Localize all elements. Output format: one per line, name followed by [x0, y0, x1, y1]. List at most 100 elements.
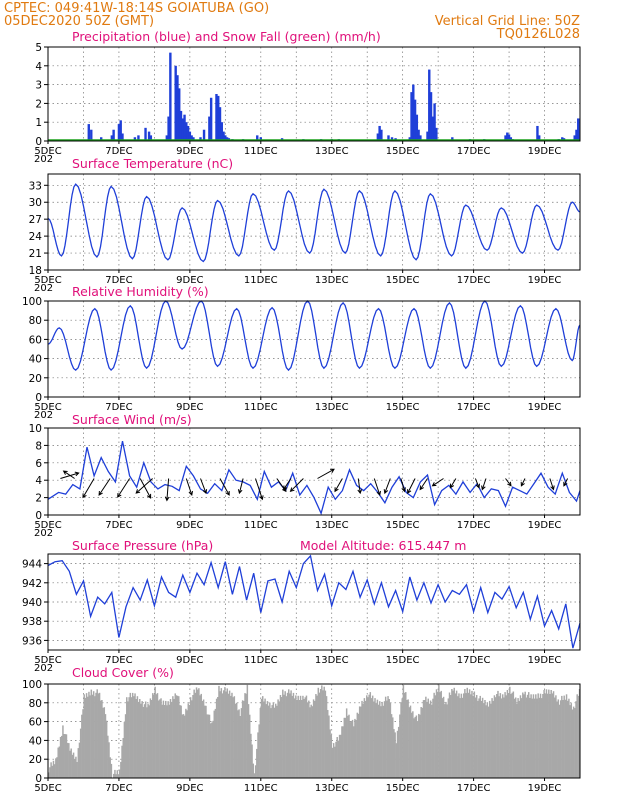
x-tick-label: 17DEC	[457, 783, 491, 794]
precip-bar	[408, 137, 411, 141]
cloud-bar	[51, 765, 54, 778]
cloud-bar	[221, 693, 224, 778]
cloud-bar	[403, 692, 406, 778]
cloud-bar	[127, 701, 129, 778]
grid-note: Vertical Grid Line: 50Z	[435, 14, 580, 29]
precip-bar	[112, 129, 115, 141]
cloud-bar	[217, 697, 219, 778]
cloud-bar	[70, 748, 72, 778]
x-tick-label: 9DEC	[176, 655, 203, 666]
cloud-bar	[387, 696, 389, 778]
cloud-bar	[76, 762, 78, 778]
precip-bar	[225, 137, 229, 141]
cloud-bar	[353, 726, 355, 778]
cloud-bar	[382, 705, 385, 778]
cloud-bar	[559, 700, 562, 778]
cloud-bar	[219, 691, 221, 778]
cloud-bar	[317, 687, 320, 778]
cloud-bar	[303, 699, 305, 778]
y-tick-label: 60	[29, 334, 42, 346]
precip-bar	[176, 75, 179, 141]
cloud-bar	[321, 685, 323, 778]
cloud-bar	[356, 712, 359, 778]
cloud-bar	[400, 702, 402, 778]
wind-arrow	[383, 478, 391, 495]
precip-bar	[217, 95, 220, 141]
cloud-bar	[72, 752, 75, 778]
panel-title: Surface Pressure (hPa)	[72, 538, 213, 553]
precip-bar	[188, 131, 192, 141]
cloud-bar	[467, 692, 470, 778]
cloud-bar	[460, 693, 463, 778]
cloud-bar	[260, 699, 263, 778]
cloud-bar	[551, 693, 554, 778]
cloud-bar	[88, 691, 90, 778]
cloud-bar	[254, 765, 257, 778]
cloud-bar	[524, 691, 526, 778]
cloud-bar	[79, 728, 82, 778]
wind-arrow	[481, 478, 487, 491]
x-tick-label: 5DEC	[34, 146, 61, 157]
cloud-bar	[572, 706, 575, 778]
cloud-bar	[368, 694, 370, 778]
cloud-bar	[543, 690, 545, 778]
panel-1: Precipitation (blue) and Snow Fall (gree…	[34, 29, 581, 165]
cloud-bar	[388, 699, 390, 778]
cloud-bar	[575, 701, 577, 778]
cloud-bar	[570, 703, 573, 778]
cloud-bar	[461, 697, 464, 778]
cloud-bar	[159, 699, 161, 778]
cloud-bar	[134, 693, 136, 778]
cloud-bar	[208, 714, 211, 778]
cloud-bar	[375, 703, 377, 778]
cloud-bar	[507, 693, 510, 778]
cloud-bar	[338, 734, 341, 778]
y-tick-label: 944	[22, 559, 42, 571]
x-tick-label: 17DEC	[457, 275, 491, 286]
cloud-bar	[243, 700, 245, 778]
cloud-bar	[345, 708, 348, 778]
cloud-bar	[238, 709, 240, 778]
cloud-bar	[540, 698, 543, 778]
cloud-bar	[284, 691, 286, 778]
cloud-bar	[96, 689, 98, 778]
x-tick-label: 17DEC	[457, 146, 491, 157]
cloud-bar	[480, 700, 483, 778]
cloud-bar	[105, 720, 108, 778]
cloud-bar	[225, 691, 227, 778]
precip-bar	[435, 127, 438, 141]
wind-arrow	[407, 478, 416, 495]
cloud-bar	[493, 695, 496, 778]
cloud-bar	[536, 698, 538, 778]
cloud-bar	[410, 712, 413, 778]
run-time-header: 05DEC2020 50Z (GMT)	[4, 14, 154, 29]
precip-bar	[222, 131, 225, 141]
cloud-bar	[546, 693, 549, 778]
cloud-bar	[204, 705, 206, 778]
precip-bar	[110, 135, 114, 141]
x-tick-label: 15DEC	[386, 275, 420, 286]
y-tick-label: 936	[22, 635, 42, 647]
x-tick-label: 11DEC	[244, 520, 278, 531]
cloud-bar	[511, 692, 513, 778]
cloud-bar	[323, 686, 325, 778]
cloud-bar	[248, 714, 251, 778]
cloud-bar	[438, 684, 440, 778]
precip-bar	[575, 129, 578, 141]
cloud-bar	[392, 717, 394, 778]
cloud-bar	[545, 689, 548, 778]
wind-arrow	[357, 478, 363, 495]
y-tick-label: 938	[22, 616, 42, 628]
cloud-bar	[296, 700, 298, 778]
cloud-bar	[185, 708, 187, 778]
wind-arrow	[164, 478, 170, 502]
cloud-bar	[409, 705, 412, 778]
cloud-bar	[386, 700, 388, 778]
wind-arrow	[60, 471, 80, 479]
cloud-bar	[226, 688, 228, 778]
cloud-bar	[271, 705, 273, 778]
cloud-bar	[428, 703, 431, 778]
wind-arrow	[334, 478, 343, 493]
precip-bar	[561, 137, 564, 141]
